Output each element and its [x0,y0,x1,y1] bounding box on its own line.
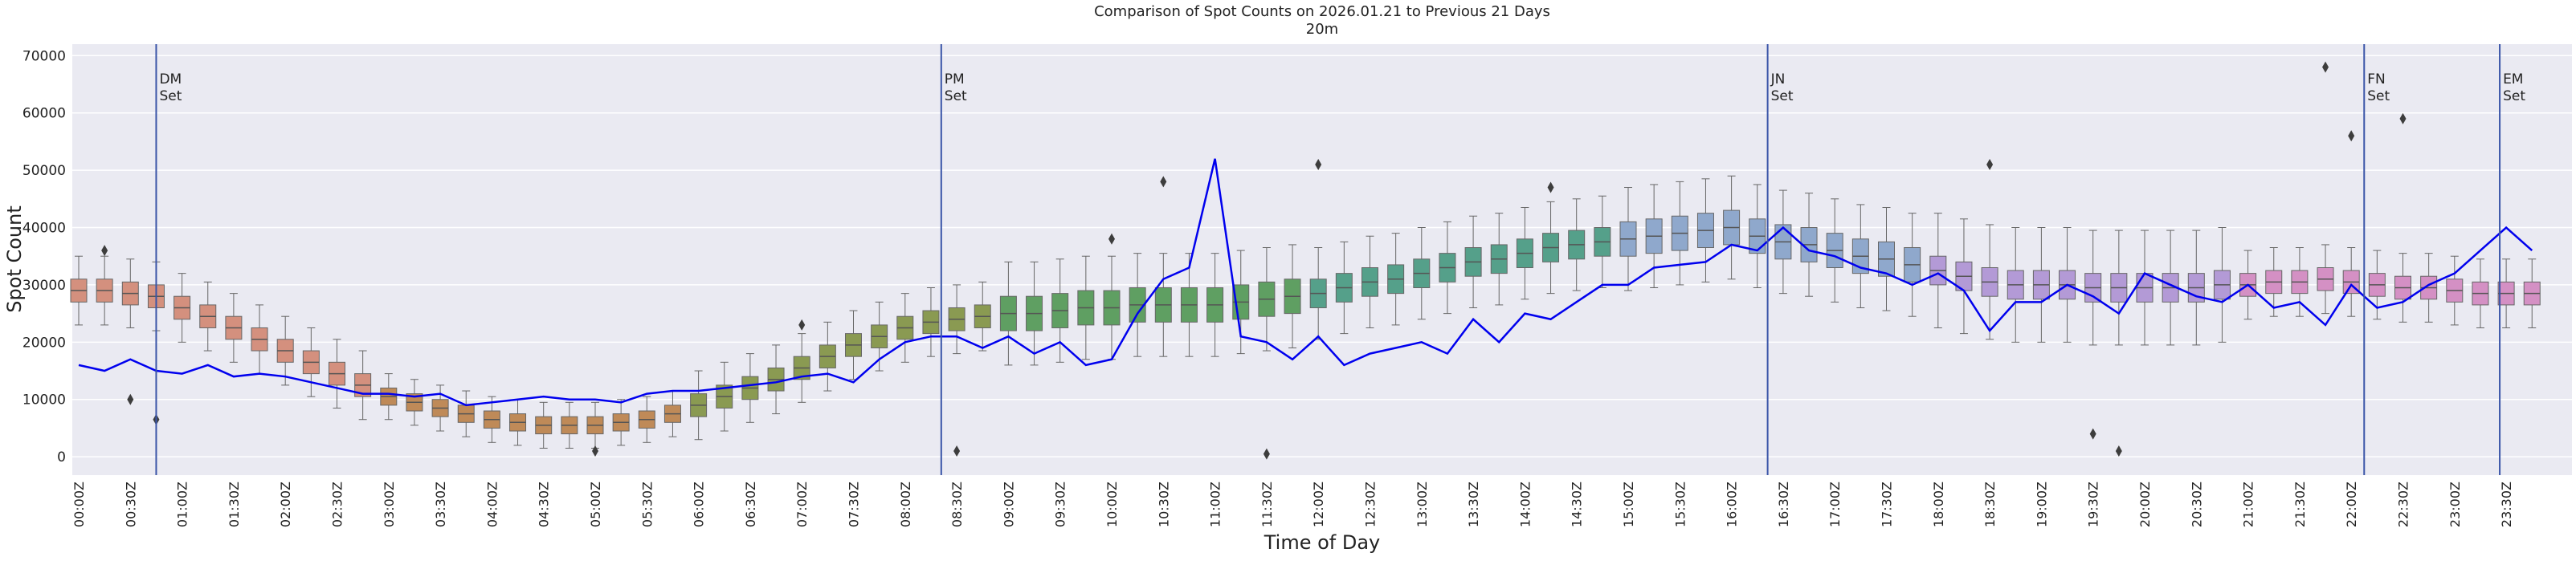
x-tick-label: 14:00Z [1517,482,1533,527]
chart-subtitle: 20m [1306,21,1338,38]
x-tick-label: 07:30Z [847,482,862,527]
set-label: Set [2503,88,2525,104]
x-tick-label: 11:00Z [1208,482,1223,527]
x-tick-label: 00:00Z [71,482,87,527]
y-tick-label: 60000 [22,106,66,122]
set-label: DM [159,71,182,87]
flier [2348,130,2355,142]
set-label: PM [945,71,965,87]
x-tick-label: 11:30Z [1259,482,1275,527]
x-tick-label: 00:30Z [123,482,138,527]
x-tick-label: 10:30Z [1156,482,1171,527]
x-tick-label: 22:30Z [2396,482,2411,527]
x-tick-label: 02:00Z [278,482,293,527]
y-tick-label: 10000 [22,392,66,409]
flier [2115,445,2122,457]
flier [2322,61,2329,73]
set-label: Set [945,88,967,104]
x-tick-label: 08:00Z [898,482,913,527]
current-day-line [78,158,2533,407]
set-label: EM [2503,71,2523,87]
y-tick-label: 20000 [22,335,66,351]
flier [798,319,806,331]
x-tick-label: 05:30Z [639,482,655,527]
x-tick-label: 20:00Z [2137,482,2153,527]
x-tick-label: 13:30Z [1466,482,1481,527]
set-label: JN [1770,71,1786,87]
x-tick-label: 03:00Z [382,482,397,527]
x-tick-label: 07:00Z [794,482,810,527]
x-tick-label: 13:00Z [1415,482,1430,527]
set-label: Set [1771,88,1794,104]
set-label: Set [159,88,182,104]
x-tick-label: 08:30Z [949,482,965,527]
x-tick-label: 17:30Z [1880,482,1895,527]
x-tick-label: 02:30Z [330,482,345,527]
x-tick-label: 03:30Z [433,482,448,527]
x-tick-label: 19:00Z [2034,482,2049,527]
x-tick-label: 23:30Z [2499,482,2514,527]
flier [1108,233,1115,245]
x-tick-label: 19:30Z [2086,482,2101,527]
flier [592,445,598,457]
y-tick-label: 0 [57,449,66,465]
x-tick-label: 06:30Z [743,482,758,527]
x-tick-label: 12:00Z [1311,482,1326,527]
x-tick-label: 12:30Z [1363,482,1378,527]
flier [1547,181,1554,193]
x-tick-label: 21:30Z [2292,482,2308,527]
x-tick-label: 10:00Z [1104,482,1120,527]
x-tick-label: 14:30Z [1570,482,1585,527]
set-label: Set [2367,88,2390,104]
x-tick-label: 09:30Z [1053,482,1068,527]
flier [1263,448,1270,460]
flier [127,393,134,405]
x-tick-label: 18:30Z [1982,482,1998,527]
x-tick-label: 17:00Z [1827,482,1843,527]
flier [1315,158,1322,170]
x-tick-label: 23:00Z [2447,482,2463,527]
y-tick-label: 30000 [22,278,66,294]
x-tick-label: 16:30Z [1776,482,1791,527]
x-tick-label: 18:00Z [1931,482,1946,527]
y-tick-label: 40000 [22,221,66,237]
flier [2399,112,2407,124]
x-tick-label: 16:00Z [1725,482,1740,527]
x-tick-label: 22:00Z [2344,482,2359,527]
flier [1160,176,1167,188]
x-tick-label: 01:00Z [175,482,190,527]
x-axis-label: Time of Day [1264,531,1381,554]
x-tick-label: 20:30Z [2189,482,2204,527]
flier [953,445,961,457]
x-tick-label: 05:00Z [588,482,603,527]
x-tick-label: 09:00Z [1001,482,1016,527]
y-tick-label: 70000 [22,48,66,64]
x-tick-label: 15:00Z [1621,482,1636,527]
flier [2089,428,2096,440]
x-tick-label: 04:00Z [484,482,500,527]
y-tick-label: 50000 [22,163,66,179]
flier [1986,158,1994,170]
x-tick-label: 06:00Z [692,482,707,527]
x-tick-label: 01:30Z [227,482,242,527]
x-tick-label: 04:30Z [537,482,552,527]
chart-title: Comparison of Spot Counts on 2026.01.21 … [1094,3,1550,20]
y-axis-label: Spot Count [3,205,26,312]
set-label: FN [2367,71,2386,87]
x-tick-label: 15:30Z [1672,482,1688,527]
flier [101,245,108,257]
x-tick-label: 21:00Z [2241,482,2256,527]
